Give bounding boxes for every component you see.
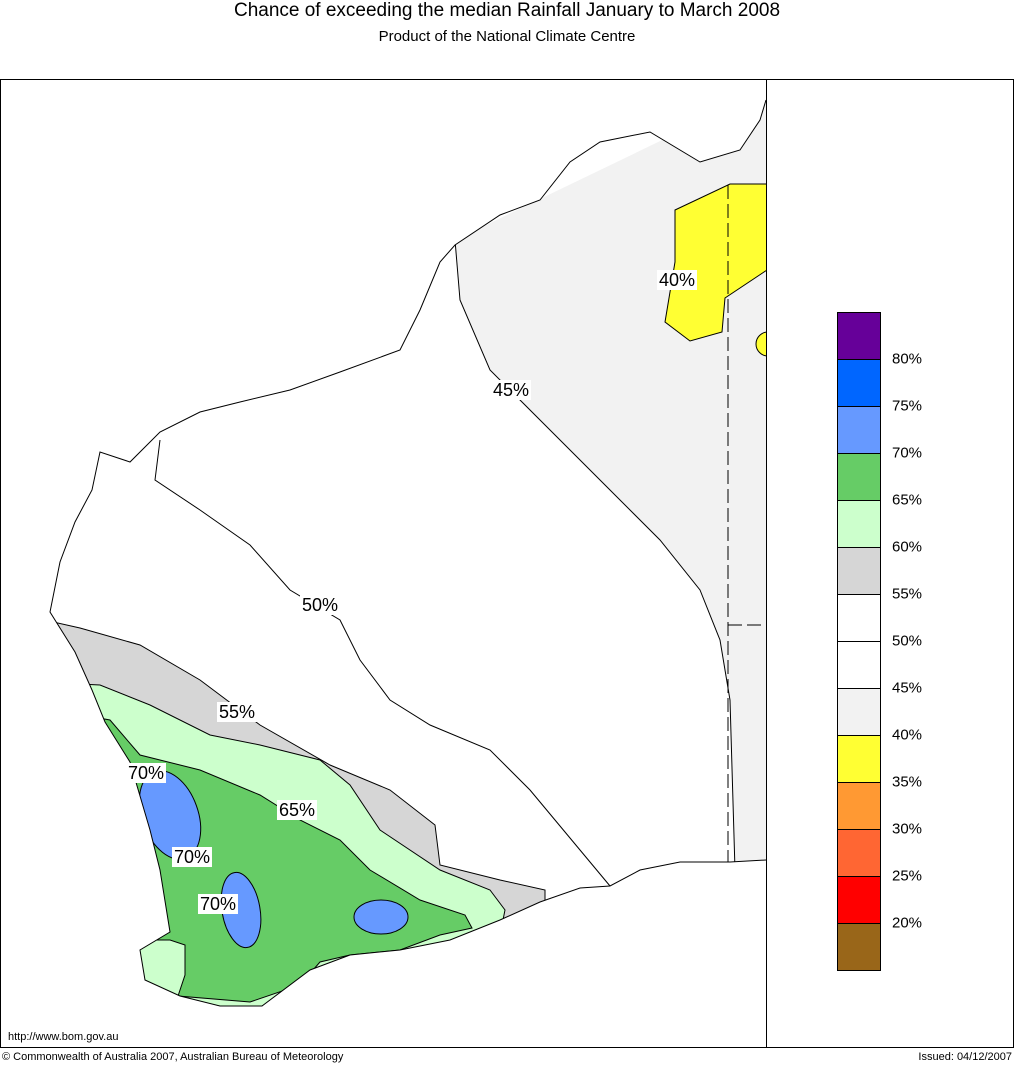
legend-swatch	[837, 876, 881, 924]
legend-label: 40%	[892, 726, 923, 744]
region-35-40	[664, 183, 766, 342]
legend-swatch	[837, 547, 881, 595]
contour-label-40: 40%	[656, 270, 698, 290]
legend-label: 80%	[892, 350, 923, 368]
copyright-text: © Commonwealth of Australia 2007, Austra…	[2, 1051, 344, 1063]
legend-swatch	[837, 782, 881, 830]
region-70-75-east	[353, 899, 409, 935]
legend-swatch	[837, 500, 881, 548]
legend-swatch	[837, 923, 881, 971]
contour-label-70: 70%	[171, 847, 213, 867]
issued-date: Issued: 04/12/2007	[918, 1051, 1012, 1063]
legend-label: 75%	[892, 397, 923, 415]
legend-swatch	[837, 735, 881, 783]
legend-swatch	[837, 359, 881, 407]
legend-label: 45%	[892, 679, 923, 697]
website-url: http://www.bom.gov.au	[8, 1031, 119, 1043]
region-35-40-small	[755, 331, 766, 357]
panel-divider	[766, 79, 767, 1047]
legend-swatch	[837, 641, 881, 689]
legend-swatch	[837, 406, 881, 454]
legend-label: 25%	[892, 867, 923, 885]
legend-label: 50%	[892, 632, 923, 650]
legend-label: 35%	[892, 773, 923, 791]
legend-label: 70%	[892, 444, 923, 462]
legend-label: 30%	[892, 820, 923, 838]
legend-label: 65%	[892, 491, 923, 509]
state-border	[727, 185, 766, 862]
contour-label-70: 70%	[125, 763, 167, 783]
map-title: Chance of exceeding the median Rainfall …	[233, 0, 781, 21]
legend-swatch	[837, 453, 881, 501]
contour-45	[454, 239, 736, 871]
contour-label-70: 70%	[197, 894, 239, 914]
contour-label-50: 50%	[299, 595, 341, 615]
legend-swatch	[837, 688, 881, 736]
map-subtitle: Product of the National Climate Centre	[378, 28, 636, 45]
coastline	[49, 99, 767, 1007]
legend-label: 60%	[892, 538, 923, 556]
legend-label: 20%	[892, 914, 923, 932]
legend-swatch	[837, 312, 881, 360]
legend-swatch	[837, 829, 881, 877]
legend-swatch	[837, 594, 881, 642]
legend-label: 55%	[892, 585, 923, 603]
contour-label-55: 55%	[216, 702, 258, 722]
contour-50	[154, 439, 611, 887]
contour-label-65: 65%	[276, 800, 318, 820]
contour-label-45: 45%	[490, 380, 532, 400]
